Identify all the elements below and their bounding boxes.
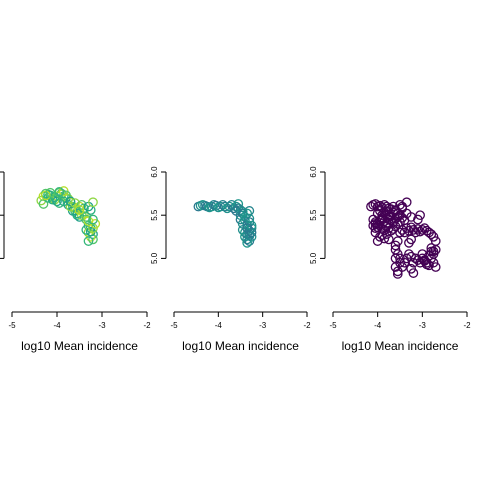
data-point [220,201,230,212]
x-tick-label: -3 [259,321,267,330]
data-point [88,197,98,208]
data-point [83,236,94,246]
data-point [408,268,419,278]
data-point [428,246,439,257]
x-tick-label: -5 [170,321,178,330]
data-point [88,229,98,240]
data-point [81,225,92,235]
scatter-panel-right: 5.0 5.5 6.0 -5 -4 -3 -2 log10 Mean incidence [309,166,471,353]
data-point [421,259,432,270]
data-point [370,218,381,229]
data-point [38,199,49,209]
data-point [415,257,425,268]
data-point [74,205,85,215]
data-point [413,224,423,234]
data-point [392,236,403,246]
data-point [413,255,423,265]
data-point [368,220,379,231]
data-point [377,214,387,225]
y-tick-label: 5.5 [150,209,159,221]
data-point [395,227,405,238]
data-point [70,198,80,208]
data-point [390,262,401,272]
x-tick-label: -3 [98,321,106,330]
data-point [375,200,385,211]
data-point [426,229,437,240]
data-point [377,202,387,213]
data-point [242,238,252,248]
data-point [406,212,417,222]
x-tick-label: -4 [215,321,223,330]
data-point [383,234,394,245]
data-point [43,193,53,203]
data-point [224,201,235,212]
data-point [383,223,394,234]
data-point [392,269,403,279]
data-point [375,231,385,242]
x-axis-label: log10 Mean incidence [21,339,138,353]
x-tick-label: -2 [303,321,311,330]
data-point [54,187,65,197]
data-point [79,203,89,214]
data-point [81,214,92,225]
data-point [401,223,412,234]
data-point [65,196,76,207]
data-point [404,249,414,259]
data-point [231,206,241,216]
data-point [430,262,441,272]
data-point [430,244,441,255]
data-point [88,214,98,225]
data-point [415,210,425,221]
data-point [244,213,255,224]
data-point [383,212,394,222]
data-point [233,199,244,209]
scatter-panel-middle: 5.0 5.5 6.0 -5 -4 -3 -2 log10 Mean incidence [150,166,311,353]
x-tick-label: -4 [53,321,61,330]
data-point [406,234,417,245]
y-tick-label: 6.0 [150,166,159,178]
x-tick-label: -4 [374,321,382,330]
data-point [81,212,92,222]
x-tick-label: -5 [329,321,337,330]
data-point [233,203,244,214]
x-axis-label: log10 Mean incidence [342,339,459,353]
x-tick-label: -2 [463,321,471,330]
y-tick-label: 5.0 [150,252,159,264]
x-tick-label: -3 [419,321,427,330]
data-point [242,208,252,219]
scatter-panel-left: -5 -4 -3 -2 log10 Mean incidence [0,171,151,353]
data-point [45,187,56,198]
x-tick-label: -5 [8,321,16,330]
data-point [242,223,252,234]
data-point [54,198,65,208]
data-point [397,225,408,235]
data-point [58,196,69,207]
y-tick-label: 5.5 [309,209,318,221]
y-tick-label: 5.0 [309,252,318,264]
x-tick-label: -2 [143,321,151,330]
y-tick-label: 6.0 [309,166,318,178]
x-axis-label: log10 Mean incidence [182,339,299,353]
data-point [417,225,428,235]
data-point [381,229,392,240]
